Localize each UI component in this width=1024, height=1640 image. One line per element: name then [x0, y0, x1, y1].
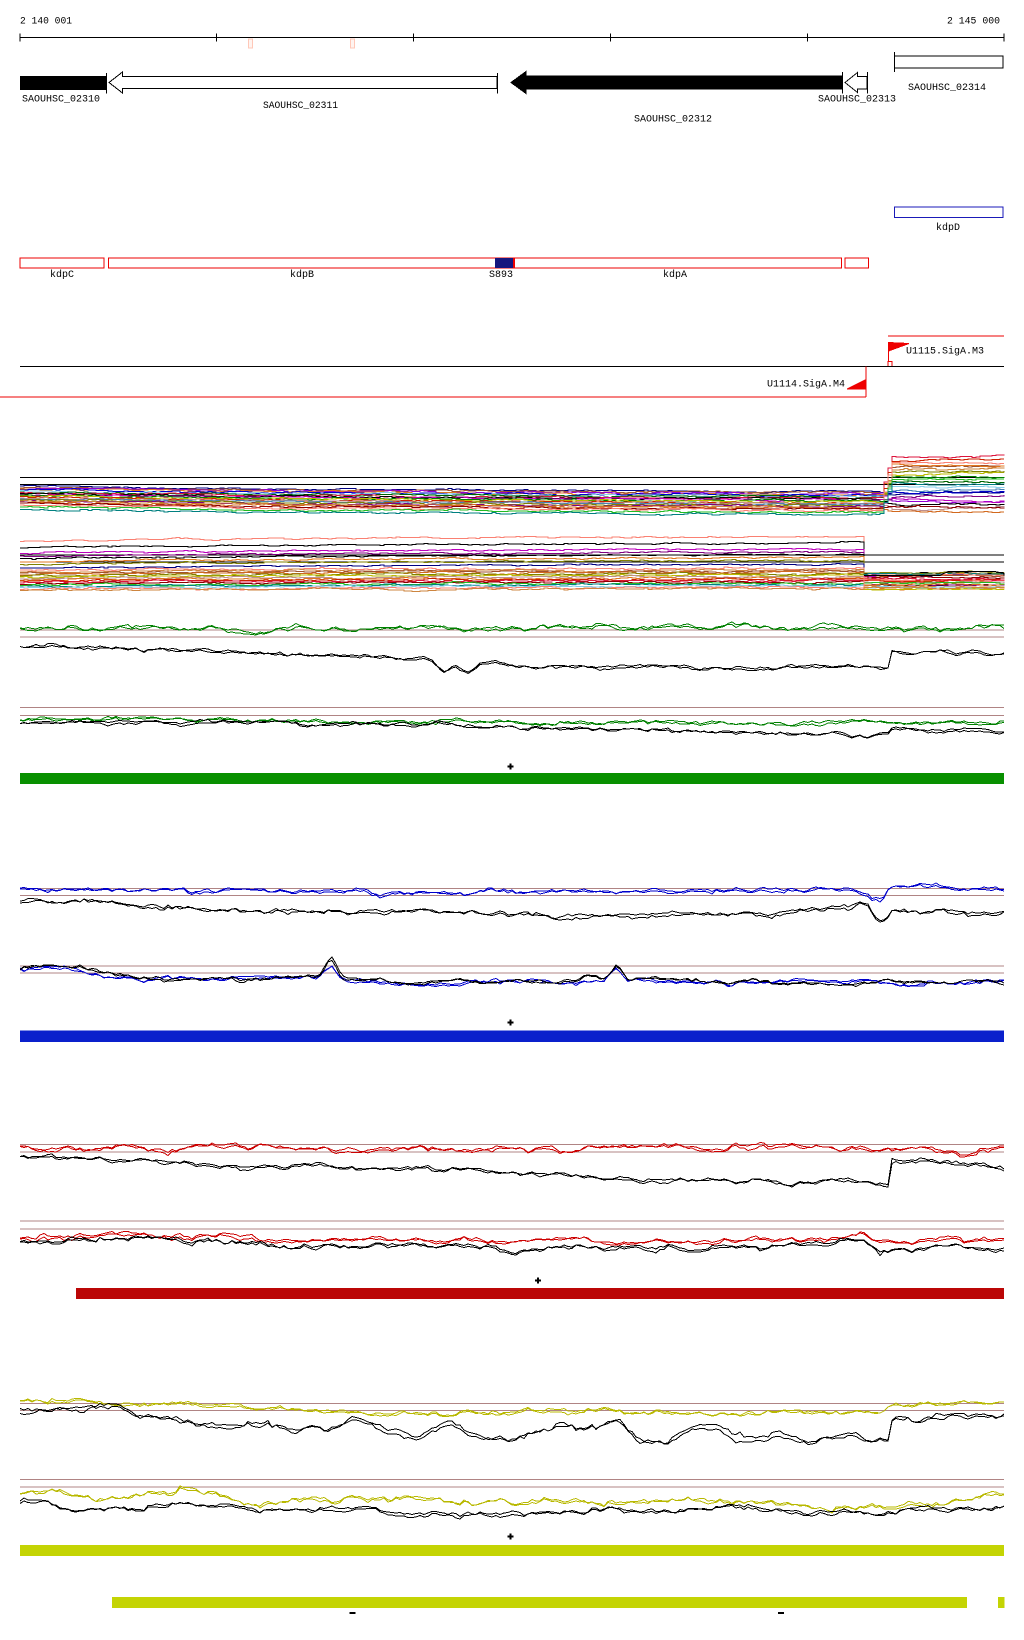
svg-text:2 145 000: 2 145 000	[947, 16, 1000, 28]
svg-text:SAOUHSC_02310: SAOUHSC_02310	[22, 94, 100, 106]
svg-text:SAOUHSC_02312: SAOUHSC_02312	[634, 114, 712, 126]
svg-text:kdpD: kdpD	[936, 222, 960, 234]
svg-text:SAOUHSC_02313: SAOUHSC_02313	[818, 94, 896, 106]
svg-text:U1115.SigA.M3: U1115.SigA.M3	[906, 346, 984, 358]
svg-text:kdpB: kdpB	[290, 269, 314, 281]
svg-text:kdpA: kdpA	[663, 269, 688, 281]
svg-text:kdpC: kdpC	[50, 269, 74, 281]
svg-text:SAOUHSC_02311: SAOUHSC_02311	[263, 100, 338, 112]
svg-text:U1114.SigA.M4: U1114.SigA.M4	[767, 379, 845, 391]
svg-text:2 140 001: 2 140 001	[20, 16, 72, 28]
svg-text:SAOUHSC_02314: SAOUHSC_02314	[908, 82, 986, 94]
svg-text:S893: S893	[489, 269, 513, 281]
